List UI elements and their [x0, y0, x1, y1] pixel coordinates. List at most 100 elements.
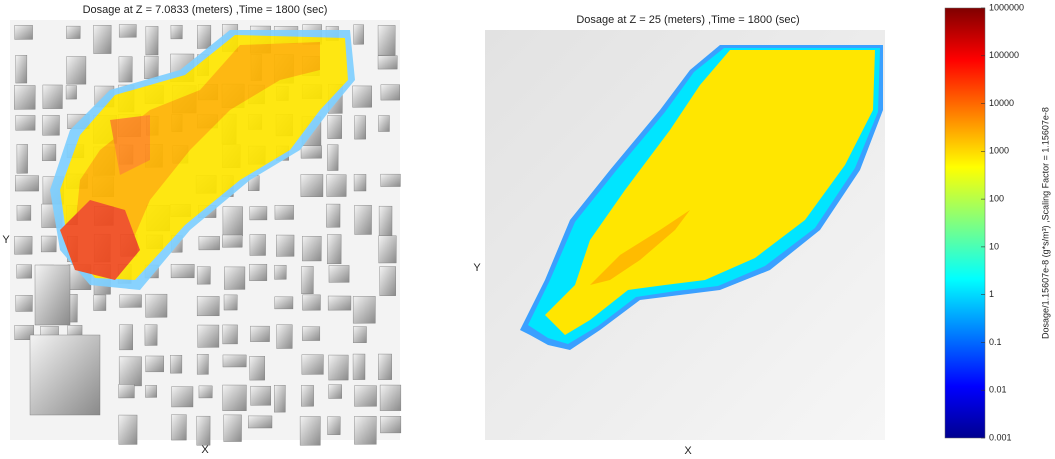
x-axis-label: X: [684, 445, 692, 457]
colorbar-tick-label: 10000: [989, 98, 1014, 108]
building: [379, 206, 392, 236]
building: [380, 267, 396, 296]
building: [328, 115, 342, 138]
building: [378, 25, 395, 55]
building: [16, 295, 33, 311]
building: [250, 234, 266, 255]
building: [251, 386, 271, 405]
panel-title: Dosage at Z = 7.0833 (meters) ,Time = 18…: [83, 4, 328, 16]
building: [223, 355, 246, 367]
colorbar: [945, 8, 985, 438]
building: [197, 267, 210, 284]
colorbar-label: Dosage/1.15607e-8 (g*s/m³) ,Scaling Fact…: [1040, 107, 1050, 339]
building: [119, 325, 132, 350]
colorbar-tick-label: 1000000: [989, 2, 1024, 12]
colorbar-tick-label: 1: [989, 289, 994, 299]
building: [171, 264, 194, 278]
building: [354, 386, 376, 407]
building: [250, 207, 267, 220]
building: [146, 356, 164, 372]
building: [17, 205, 31, 220]
building: [94, 295, 106, 311]
building: [301, 385, 313, 406]
building: [328, 296, 351, 310]
building: [17, 265, 32, 278]
building: [145, 325, 157, 346]
building: [15, 25, 33, 39]
building: [355, 205, 372, 234]
building: [378, 56, 397, 69]
building: [16, 115, 35, 130]
building: [35, 265, 70, 325]
building: [16, 55, 27, 83]
building: [197, 354, 208, 374]
colorbar-ticks: 10000001000001000010001001010.10.010.001: [981, 2, 1024, 442]
y-axis-label: Y: [2, 234, 10, 246]
building: [327, 235, 341, 264]
colorbar-tick-label: 10: [989, 241, 999, 251]
building: [329, 355, 349, 380]
building: [275, 297, 293, 309]
building: [354, 25, 364, 45]
building: [302, 327, 320, 341]
building: [328, 417, 341, 435]
building: [354, 116, 365, 139]
building: [301, 146, 322, 158]
building: [250, 326, 269, 341]
building: [381, 85, 400, 100]
building: [275, 205, 294, 219]
building: [276, 235, 294, 256]
colorbar-tick-label: 1000: [989, 146, 1009, 156]
building: [275, 265, 287, 279]
page: Dosage at Z = 7.0833 (meters) ,Time = 18…: [0, 0, 1055, 459]
building: [119, 57, 132, 82]
building: [146, 26, 158, 55]
building: [248, 416, 272, 428]
building: [378, 354, 391, 380]
building: [353, 296, 375, 323]
building: [120, 295, 142, 308]
building: [329, 265, 349, 282]
building: [42, 144, 56, 160]
building: [197, 416, 210, 445]
building: [171, 415, 186, 440]
building: [14, 85, 35, 109]
building: [224, 267, 245, 289]
building: [170, 355, 182, 373]
building: [327, 145, 338, 171]
building: [223, 385, 247, 411]
building: [15, 176, 38, 191]
building: [146, 294, 167, 317]
building: [144, 56, 158, 79]
building: [381, 174, 401, 186]
building: [327, 175, 346, 197]
building: [302, 266, 314, 293]
building: [172, 387, 193, 407]
building: [199, 386, 212, 398]
building: [171, 25, 182, 39]
building: [303, 295, 321, 310]
building: [302, 355, 324, 375]
building: [94, 25, 112, 53]
building: [145, 385, 156, 397]
building: [224, 295, 237, 310]
building: [379, 236, 397, 263]
colorbar-tick-label: 100: [989, 193, 1004, 203]
building: [326, 204, 340, 227]
colorbar-tick-label: 0.001: [989, 432, 1012, 442]
building: [353, 327, 366, 343]
building: [199, 236, 220, 250]
building: [274, 385, 285, 412]
y-axis-label: Y: [473, 262, 481, 274]
building: [17, 144, 28, 173]
building: [380, 416, 400, 433]
building: [41, 236, 56, 252]
building: [223, 325, 238, 344]
building: [222, 235, 242, 247]
building: [119, 384, 135, 398]
building: [198, 325, 219, 347]
figure: Dosage at Z = 7.0833 (meters) ,Time = 18…: [0, 0, 1055, 459]
building: [223, 207, 243, 236]
building: [354, 174, 366, 191]
building: [300, 416, 320, 445]
